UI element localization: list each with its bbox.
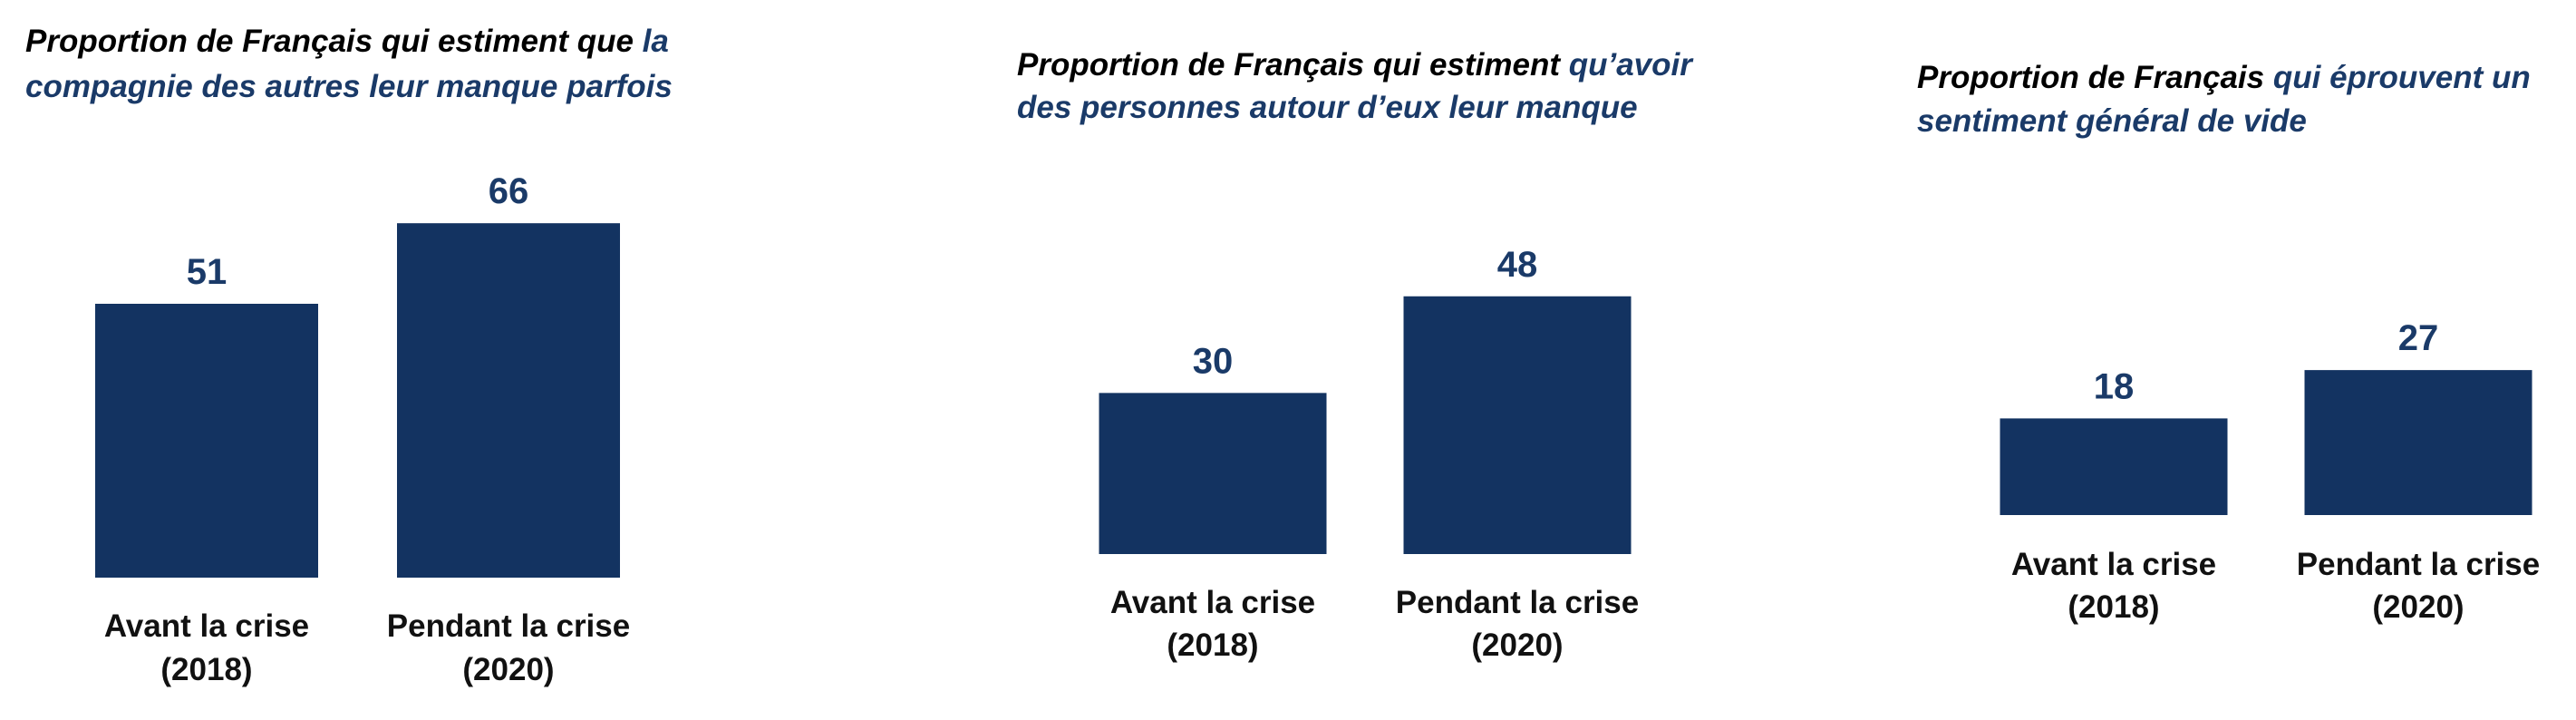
bar [1403,296,1632,554]
chart-title-segment: Proportion de Français qui estiment [1017,47,1569,83]
bar [397,223,620,579]
chart-title-line: Proportion de Français qui estiment qu’a… [1017,47,1694,83]
data-label: 27 [2398,318,2439,358]
bar [2304,370,2532,515]
data-label: 18 [2094,366,2135,406]
category-label: (2018) [2068,589,2159,625]
chart-title-segment: Proportion de Français [1917,60,2273,95]
category-label: Avant la crise [2011,547,2216,582]
category-label: (2018) [1167,628,1258,663]
category-label: Pendant la crise [387,608,630,644]
chart-title-line: Proportion de Français qui éprouvent un [1917,60,2531,95]
chart-title-segment: sentiment général de vide [1917,103,2307,139]
category-label: (2020) [1471,628,1563,663]
category-label: Pendant la crise [1396,585,1639,620]
category-label: (2020) [2372,589,2464,625]
data-label: 51 [187,252,228,292]
data-label: 66 [489,171,529,211]
chart-panel-1: Proportion de Français qui estiment que … [25,24,673,687]
chart-title-segment: la [643,24,669,59]
category-label: (2018) [160,652,252,687]
chart-title-line: Proportion de Français qui estiment que … [25,24,669,59]
bar [1099,393,1327,554]
chart-title-segment: qui éprouvent un [2273,60,2531,95]
data-label: 30 [1193,341,1234,381]
category-label: Pendant la crise [2297,547,2540,582]
bar [95,304,318,578]
chart-title-segment: compagnie des autres leur manque parfois [25,69,673,104]
chart-panel-3: Proportion de Français qui éprouvent un s… [1917,60,2540,625]
category-label: (2020) [462,652,554,687]
category-label: Avant la crise [104,608,309,644]
chart-title-line: des personnes autour d’eux leur manque [1017,90,1638,125]
chart-title-line: compagnie des autres leur manque parfois [25,69,673,104]
category-label: Avant la crise [1110,585,1315,620]
chart-title-segment: des personnes autour d’eux leur manque [1017,90,1638,125]
chart-panel-2: Proportion de Français qui estiment qu’a… [1017,47,1694,663]
chart-title-line: sentiment général de vide [1917,103,2307,139]
bar [2000,418,2228,515]
chart-title-segment: Proportion de Français qui estiment que [25,24,643,59]
data-label: 48 [1497,245,1538,285]
chart-title-segment: qu’avoir [1569,47,1695,83]
